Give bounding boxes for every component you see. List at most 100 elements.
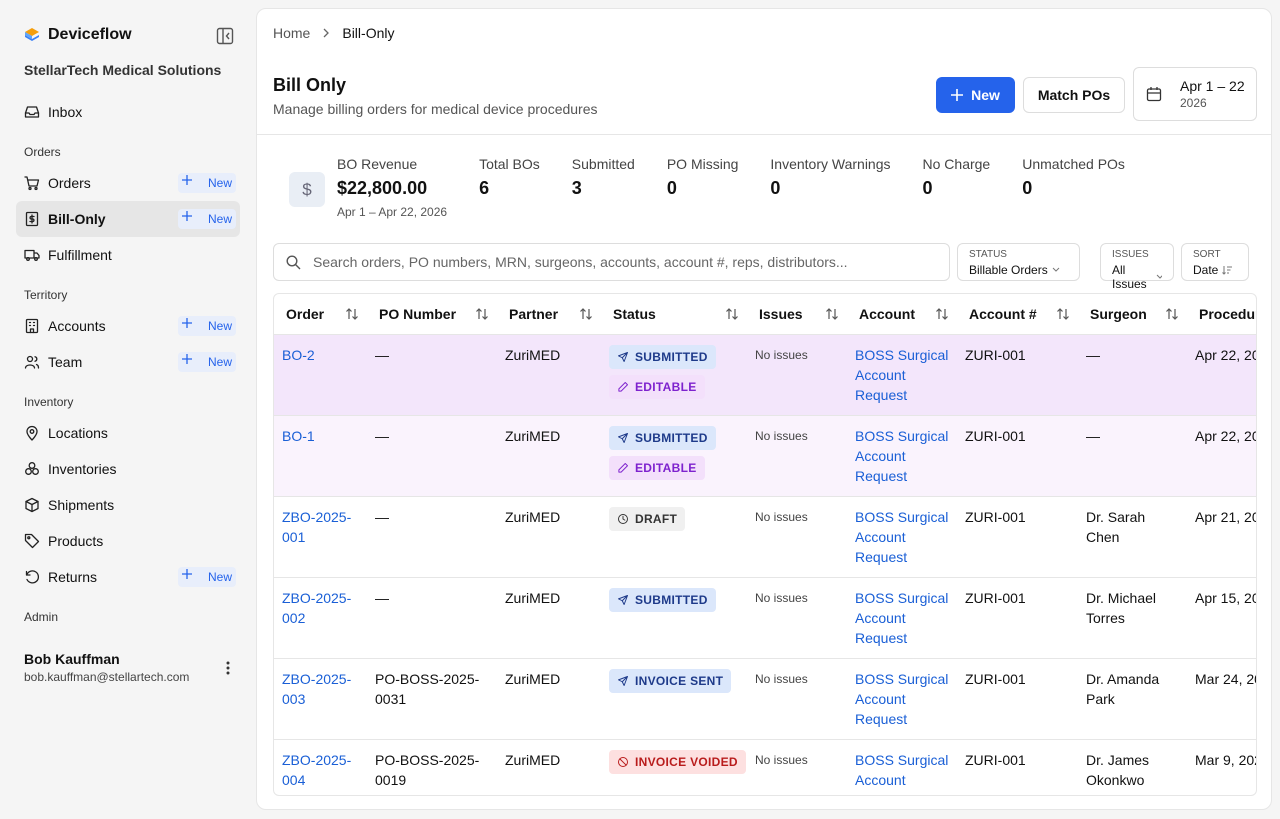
sort-toggle[interactable] bbox=[725, 307, 739, 321]
nav-icon bbox=[24, 176, 40, 191]
filter-label: STATUS bbox=[969, 249, 1007, 260]
stat: Unmatched POs 0 bbox=[1022, 156, 1125, 219]
page-title: Bill Only bbox=[273, 75, 347, 95]
new-badge[interactable]: New bbox=[177, 352, 236, 372]
account-link[interactable]: BOSS Surgical Account Request bbox=[855, 427, 949, 484]
filter[interactable]: ISSUES All Issues bbox=[1100, 243, 1174, 291]
sort-toggle[interactable] bbox=[1165, 307, 1179, 321]
search-box[interactable]: Search orders, PO numbers, MRN, surgeons… bbox=[273, 243, 950, 281]
po-number: — bbox=[375, 589, 389, 606]
column-header[interactable]: Account # bbox=[957, 294, 1078, 335]
po-number: PO-BOSS-2025-0019 bbox=[375, 751, 480, 788]
match-button[interactable]: Match POs bbox=[1023, 77, 1125, 113]
date-picker[interactable]: Apr 1 – 22 2026 bbox=[1133, 67, 1257, 121]
plus-icon bbox=[181, 318, 192, 328]
account-link[interactable]: BOSS Surgical Account Request bbox=[855, 670, 949, 727]
column-header[interactable]: Partner bbox=[497, 294, 601, 335]
cell: BOSS Surgical Account Request bbox=[847, 334, 957, 416]
user-menu[interactable] bbox=[226, 661, 230, 675]
nav-item[interactable]: Orders New bbox=[16, 165, 240, 201]
status-icon bbox=[618, 513, 628, 524]
nav-item[interactable]: Returns New bbox=[16, 559, 240, 595]
stat: PO Missing 0 bbox=[667, 156, 739, 219]
column-header[interactable]: PO Number bbox=[367, 294, 497, 335]
brand[interactable]: Deviceflow bbox=[24, 26, 132, 44]
nav-item[interactable]: Products bbox=[16, 523, 240, 559]
orders-table: Order PO Number Partner Status Issues Account… bbox=[273, 293, 1257, 796]
new-badge[interactable]: New bbox=[177, 567, 236, 587]
cell: ZBO-2025-001 bbox=[274, 496, 367, 578]
page-header: Bill Only Manage billing orders for medi… bbox=[257, 57, 1271, 135]
column-header[interactable]: Order bbox=[274, 294, 367, 335]
cell: Apr 22, 2026 bbox=[1187, 334, 1256, 416]
column-header[interactable]: Issues bbox=[747, 294, 847, 335]
new-button[interactable]: New bbox=[936, 77, 1015, 113]
stat-value: 6 bbox=[479, 178, 490, 198]
column-header[interactable]: Procedure bbox=[1187, 294, 1256, 335]
order-link[interactable]: ZBO-2025-002 bbox=[282, 589, 352, 626]
stat-value: 0 bbox=[666, 178, 677, 198]
new-badge[interactable]: New bbox=[177, 173, 236, 193]
po-number: — bbox=[375, 346, 389, 363]
procedure-date: Apr 15, 2026 bbox=[1195, 589, 1256, 606]
cell: ZBO-2025-002 bbox=[274, 577, 367, 659]
status-icon bbox=[618, 351, 628, 362]
nav-label: Accounts bbox=[48, 318, 106, 334]
crumb-link[interactable]: Home bbox=[273, 25, 311, 41]
sort-toggle[interactable] bbox=[579, 307, 593, 321]
status-badge: EDITABLE bbox=[609, 455, 705, 480]
surgeon: Dr. Michael Torres bbox=[1086, 589, 1157, 626]
order-link[interactable]: BO-1 bbox=[282, 427, 315, 444]
sort-toggle[interactable] bbox=[935, 307, 949, 321]
table-row[interactable]: ZBO-2025-001 — ZuriMED DRAFT No issues BOSS S… bbox=[274, 496, 1256, 578]
column-header[interactable]: Surgeon bbox=[1078, 294, 1187, 335]
nav-item[interactable]: Shipments bbox=[16, 487, 240, 523]
procedure-date: Apr 21, 2026 bbox=[1195, 508, 1256, 525]
table-row[interactable]: BO-1 — ZuriMED SUBMITTED EDITABLE No issues BO… bbox=[274, 415, 1256, 497]
table-row[interactable]: BO-2 — ZuriMED SUBMITTED EDITABLE No issues BO… bbox=[274, 334, 1256, 416]
table-row[interactable]: ZBO-2025-002 — ZuriMED SUBMITTED No issues BO… bbox=[274, 577, 1256, 659]
account-link[interactable]: BOSS Surgical Account Request bbox=[855, 751, 949, 796]
stat-value: 0 bbox=[922, 178, 933, 198]
table-row[interactable]: ZBO-2025-004 PO-BOSS-2025-0019 ZuriMED INVO… bbox=[274, 739, 1256, 796]
account-link[interactable]: BOSS Surgical Account Request bbox=[855, 346, 949, 403]
sort-toggle[interactable] bbox=[345, 307, 359, 321]
sort-toggle[interactable] bbox=[825, 307, 839, 321]
stat-label: Inventory Warnings bbox=[770, 156, 891, 172]
new-badge[interactable]: New bbox=[177, 209, 236, 229]
filter[interactable]: STATUS Billable Orders bbox=[957, 243, 1080, 281]
crumb-current: Bill-Only bbox=[342, 25, 395, 41]
order-link[interactable]: ZBO-2025-001 bbox=[282, 508, 352, 545]
status-text: EDITABLE bbox=[635, 379, 697, 394]
collapse-button[interactable] bbox=[216, 27, 234, 45]
nav-item[interactable]: Forms bbox=[16, 630, 240, 640]
column-header[interactable]: Account bbox=[847, 294, 957, 335]
order-link[interactable]: BO-2 bbox=[282, 346, 315, 363]
sort-toggle[interactable] bbox=[475, 307, 489, 321]
table-row[interactable]: ZBO-2025-003 PO-BOSS-2025-0031 ZuriMED INVO… bbox=[274, 658, 1256, 740]
account-link[interactable]: BOSS Surgical Account Request bbox=[855, 508, 949, 565]
plus-icon bbox=[181, 569, 192, 579]
stat-value: $22,800.00 bbox=[337, 178, 428, 198]
match-label: Match POs bbox=[1037, 87, 1111, 103]
nav-label: Shipments bbox=[48, 497, 115, 513]
nav-item[interactable]: Locations bbox=[16, 415, 240, 451]
nav-item[interactable]: Inventories bbox=[16, 451, 240, 487]
order-link[interactable]: ZBO-2025-003 bbox=[282, 670, 352, 707]
nav-item[interactable]: Inbox bbox=[16, 94, 240, 130]
nav-item[interactable]: Accounts New bbox=[16, 308, 240, 344]
order-link[interactable]: ZBO-2025-004 bbox=[282, 751, 352, 788]
nav-item[interactable]: Team New bbox=[16, 344, 240, 380]
sort-toggle[interactable] bbox=[1056, 307, 1070, 321]
nav-item[interactable]: Fulfillment bbox=[16, 237, 240, 273]
new-badge[interactable]: New bbox=[177, 316, 236, 336]
filter-label: ISSUES bbox=[1112, 249, 1149, 260]
filter[interactable]: SORT Date bbox=[1181, 243, 1249, 281]
nav-item[interactable]: Bill-Only New bbox=[16, 201, 240, 237]
account-link[interactable]: BOSS Surgical Account Request bbox=[855, 589, 949, 646]
user[interactable]: Bob Kauffman bob.kauffman@stellartech.co… bbox=[24, 651, 240, 684]
stat-label: Submitted bbox=[571, 156, 635, 172]
surgeon: Dr. Sarah Chen bbox=[1086, 508, 1146, 545]
column-header[interactable]: Status bbox=[601, 294, 747, 335]
stat: Inventory Warnings 0 bbox=[770, 156, 890, 219]
